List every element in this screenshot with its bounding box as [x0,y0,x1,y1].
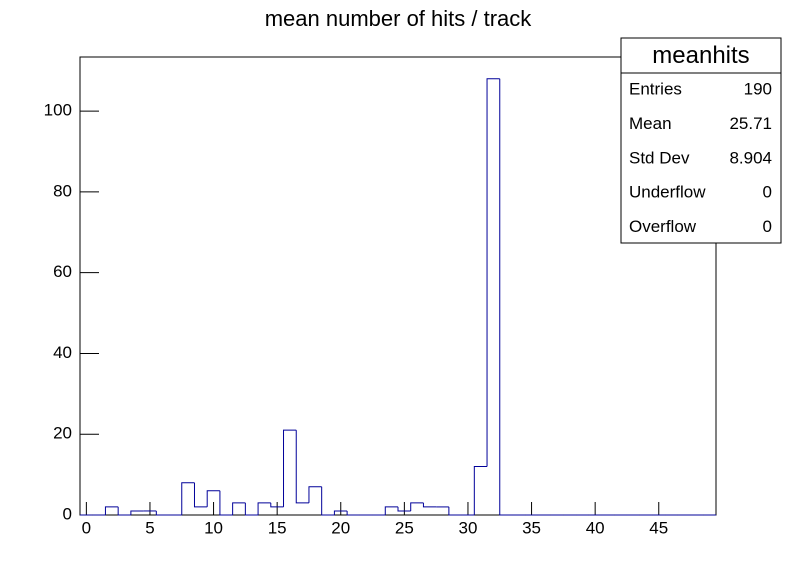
histogram-bin [130,510,144,515]
histogram-bin [384,506,398,515]
x-tick-label: 35 [522,518,541,537]
histogram-bin [232,502,246,515]
stats-title: meanhits [652,42,749,69]
stats-label: Overflow [629,217,697,236]
histogram-bin [486,78,500,467]
histogram-bin [257,502,271,515]
histogram-bin [270,502,284,508]
histogram-bin [193,482,208,508]
y-tick-label: 60 [53,262,72,281]
y-tick-label: 100 [44,101,72,120]
stats-label: Entries [629,79,682,98]
stats-value: 25.71 [729,114,772,133]
histogram-bin [321,486,335,516]
x-tick-label: 45 [649,518,668,537]
stats-label: Mean [629,114,672,133]
histogram-bin [117,506,131,516]
x-tick-label: 0 [82,518,91,537]
histogram-bin [397,506,411,512]
histogram-bin [499,78,513,516]
x-tick-label: 25 [395,518,414,537]
histogram-bin [283,429,297,507]
x-tick-label: 15 [268,518,287,537]
histogram-bin [155,510,170,516]
histogram-bin [410,502,424,511]
histogram-bin [206,490,220,507]
x-tick-label: 30 [458,518,477,537]
histogram-bin [104,506,119,515]
chart-title: mean number of hits / track [265,6,533,31]
histogram-bin [295,430,309,504]
y-tick-label: 20 [53,424,72,443]
histogram-bin [308,486,322,503]
histogram-bin [244,502,259,516]
histogram-bin [219,490,233,516]
y-tick-label: 0 [63,504,72,523]
stats-label: Std Dev [629,148,690,167]
histogram-bin [346,510,360,516]
x-tick-label: 20 [331,518,350,537]
histogram-bin [448,506,462,516]
y-tick-label: 80 [53,181,72,200]
stats-value: 8.904 [729,148,772,167]
y-tick-label: 40 [53,343,72,362]
histogram-bin [422,502,437,508]
stats-value: 190 [744,79,772,98]
x-tick-label: 10 [204,518,223,537]
stats-value: 0 [763,183,772,202]
stats-value: 0 [763,217,772,236]
histogram-bin [333,510,348,515]
histogram-bin [181,482,195,515]
x-tick-label: 40 [586,518,605,537]
stats-box [620,37,782,244]
histogram-bin [473,466,488,515]
x-tick-label: 5 [145,518,154,537]
stats-label: Underflow [629,183,706,202]
frame [79,56,717,516]
